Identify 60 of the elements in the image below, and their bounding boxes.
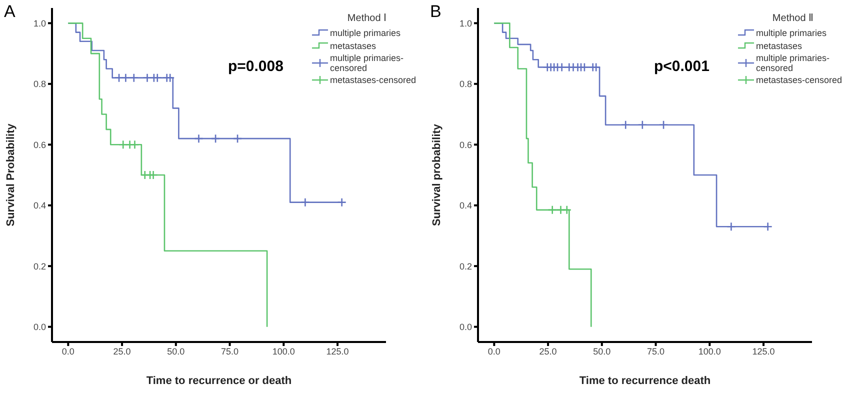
y-tick-label: 1.0 — [459, 18, 472, 28]
x-tick-label: 125.0 — [326, 346, 349, 356]
x-tick-label: 100.0 — [272, 346, 295, 356]
y-axis-title: Survival Probability — [4, 122, 17, 226]
legend-label: metastases — [756, 41, 802, 51]
legend-label: metastases-censored — [756, 75, 842, 85]
y-axis-title: Survival probability — [430, 123, 443, 226]
y-tick-label: 0.8 — [33, 79, 46, 90]
point — [210, 134, 220, 144]
y-tick-label: 0.2 — [459, 261, 472, 272]
legend-title: Method Ⅱ — [771, 12, 815, 24]
y-tick-label: 0.4 — [459, 200, 472, 211]
chart-title: A — [4, 2, 16, 22]
x-axis-title: Time to recurrence or death — [146, 375, 292, 387]
y-tick-label: 0.0 — [33, 322, 46, 332]
chart-title: B — [430, 2, 442, 22]
point — [548, 205, 557, 215]
point — [556, 205, 566, 215]
point — [121, 73, 130, 82]
point — [114, 73, 124, 82]
x-tick-label: 0.0 — [488, 346, 500, 356]
y-tick-label: 1.0 — [33, 18, 46, 28]
x-tick-label: 125.0 — [752, 346, 775, 356]
point — [726, 222, 736, 232]
point — [148, 170, 158, 180]
annotation: p=0.008 — [228, 58, 284, 75]
x-tick-label: 25.0 — [113, 346, 131, 356]
y-tick-label: 0.4 — [33, 200, 46, 211]
point — [232, 134, 242, 144]
x-tick-label: 0.0 — [62, 346, 74, 356]
legend-label: multiple primaries — [756, 28, 827, 38]
x-tick-label: 75.0 — [647, 346, 665, 356]
y-tick-label: 0.6 — [33, 140, 46, 150]
legend-label: metastases — [330, 41, 376, 51]
point — [142, 73, 152, 82]
legend-title: Method Ⅰ — [346, 12, 388, 24]
point — [118, 140, 128, 150]
point — [129, 73, 139, 82]
legend-label: metastases-censored — [330, 75, 416, 85]
x-tick-label: 25.0 — [539, 346, 557, 356]
y-tick-label: 0.2 — [33, 261, 46, 272]
y-tick-label: 0.0 — [459, 322, 472, 332]
point — [763, 222, 772, 232]
point — [130, 140, 140, 150]
y-tick-label: 0.8 — [459, 79, 472, 90]
point — [337, 198, 346, 207]
point — [194, 134, 204, 144]
legend-label: multiple primaries — [330, 28, 401, 38]
x-axis-title: Time to recurrence death — [579, 375, 711, 387]
x-tick-label: 50.0 — [167, 346, 185, 356]
point — [300, 198, 310, 207]
point — [658, 120, 668, 130]
x-tick-label: 75.0 — [221, 346, 239, 356]
y-tick-label: 0.6 — [459, 140, 472, 150]
x-tick-label: 50.0 — [593, 346, 611, 356]
point — [562, 205, 572, 215]
point — [620, 120, 630, 130]
point — [638, 120, 648, 130]
annotation: p<0.001 — [654, 58, 710, 75]
x-tick-label: 100.0 — [698, 346, 721, 356]
